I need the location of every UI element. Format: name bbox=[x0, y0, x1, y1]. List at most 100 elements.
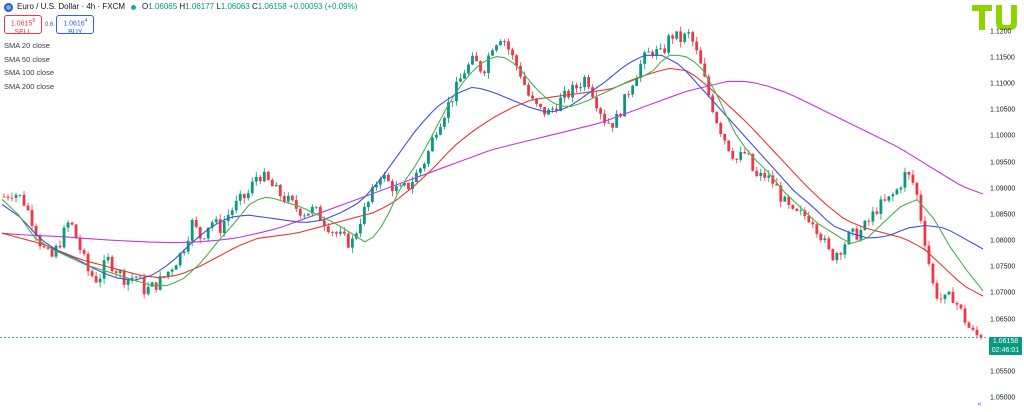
candle-body bbox=[855, 228, 859, 240]
candle-body bbox=[603, 113, 607, 123]
candle-body bbox=[571, 84, 574, 98]
candle-body bbox=[979, 335, 983, 338]
candle-body bbox=[350, 238, 354, 248]
candle-body bbox=[142, 277, 146, 295]
candle-body bbox=[891, 194, 895, 197]
candle-body bbox=[254, 176, 258, 182]
symbol-legend: Euro / U.S. Dollar · 4h · FXCM O1.06065 … bbox=[4, 2, 357, 12]
candle-body bbox=[923, 220, 927, 246]
candle-body bbox=[675, 31, 679, 39]
candle-body bbox=[174, 265, 178, 270]
buy-button[interactable]: 1.06164 BUY bbox=[56, 15, 95, 36]
candle-body bbox=[563, 90, 566, 98]
candle-body bbox=[875, 211, 879, 214]
candle-body bbox=[487, 55, 490, 74]
candle-body bbox=[382, 174, 386, 179]
candle-body bbox=[819, 233, 823, 241]
candle-body bbox=[727, 140, 731, 151]
sma-20-line bbox=[1, 54, 984, 292]
candle-body bbox=[242, 194, 246, 199]
candle-body bbox=[419, 168, 422, 173]
candle-body bbox=[471, 55, 474, 65]
candle-body bbox=[771, 175, 775, 184]
candle-body bbox=[42, 246, 46, 248]
candle-body bbox=[58, 245, 62, 248]
candle-body bbox=[218, 219, 222, 233]
indicator-sma-100[interactable]: SMA 100 close bbox=[4, 68, 55, 77]
candle-body bbox=[246, 193, 250, 199]
candle-body bbox=[194, 220, 198, 228]
candle-body bbox=[827, 238, 831, 250]
candle-body bbox=[22, 194, 26, 206]
candle-body bbox=[130, 277, 134, 281]
candle-body bbox=[927, 245, 931, 264]
trade-panel: 1.06158 SELL 0.6 1.06164 BUY bbox=[4, 15, 95, 36]
candle-body bbox=[807, 215, 811, 223]
candle-body bbox=[663, 48, 667, 53]
indicator-sma-50[interactable]: SMA 50 close bbox=[4, 54, 50, 64]
candle-body bbox=[435, 134, 438, 138]
candle-body bbox=[755, 170, 759, 177]
candle-body bbox=[178, 253, 182, 266]
candle-body bbox=[78, 238, 82, 251]
candle-body bbox=[543, 107, 546, 115]
candle-body bbox=[715, 112, 719, 124]
candle-body bbox=[695, 41, 699, 51]
candle-body bbox=[951, 291, 955, 303]
candle-body bbox=[779, 185, 783, 202]
candle-body bbox=[739, 151, 743, 160]
candle-body bbox=[86, 253, 90, 272]
price-axis[interactable]: 1.1200 1.11500 1.11000 1.10500 1.10000 1… bbox=[988, 0, 1024, 412]
candle-body bbox=[655, 48, 659, 56]
candle-body bbox=[110, 256, 114, 272]
sell-button[interactable]: 1.06158 SELL bbox=[4, 15, 42, 36]
eurusd-flag-icon bbox=[4, 2, 13, 12]
candle-body bbox=[250, 181, 254, 194]
candle-body bbox=[763, 172, 767, 178]
price-tick: 1.08000 bbox=[990, 237, 1016, 245]
candle-body bbox=[935, 283, 939, 299]
candle-body bbox=[234, 200, 238, 211]
candle-body bbox=[6, 196, 10, 198]
indicator-sma-20[interactable]: SMA 20 close bbox=[4, 41, 50, 50]
candle-body bbox=[270, 179, 274, 187]
close-value: 1.06158 bbox=[257, 2, 287, 11]
price-tick: 1.09000 bbox=[990, 185, 1016, 193]
candle-body bbox=[258, 176, 262, 182]
candle-body bbox=[326, 226, 330, 233]
candle-body bbox=[659, 48, 663, 50]
candle-body bbox=[867, 220, 871, 222]
indicator-sma-200[interactable]: SMA 200 close bbox=[4, 81, 55, 91]
market-open-status-icon bbox=[131, 4, 137, 10]
candle-body bbox=[290, 195, 294, 201]
candle-body bbox=[899, 187, 903, 190]
last-price-value: 1.06158 bbox=[992, 338, 1019, 345]
candle-body bbox=[46, 247, 50, 249]
candle-body bbox=[535, 98, 538, 104]
candle-body bbox=[515, 55, 518, 66]
last-price-label: 1.06158 02:46:01 bbox=[989, 337, 1022, 355]
candle-body bbox=[967, 322, 971, 328]
symbol-title[interactable]: Euro / U.S. Dollar · 4h · FXCM bbox=[17, 2, 126, 11]
candle-body bbox=[975, 329, 979, 336]
candle-body bbox=[118, 270, 122, 274]
candle-body bbox=[667, 35, 671, 53]
candle-body bbox=[358, 223, 362, 234]
candle-body bbox=[683, 33, 687, 42]
candle-body bbox=[342, 231, 346, 234]
candle-body bbox=[555, 108, 558, 111]
candle-body bbox=[90, 271, 94, 277]
candle-body bbox=[835, 253, 839, 261]
candle-body bbox=[687, 32, 691, 34]
go-to-realtime-icon[interactable]: « bbox=[977, 401, 982, 408]
candle-body bbox=[106, 256, 110, 261]
candle-body bbox=[691, 32, 695, 42]
candle-body bbox=[847, 231, 851, 245]
low-value: 1.06063 bbox=[220, 2, 250, 11]
candle-body bbox=[735, 158, 739, 160]
candle-body bbox=[206, 227, 210, 239]
candle-body bbox=[374, 184, 378, 188]
candle-body bbox=[427, 151, 430, 164]
candle-body bbox=[334, 232, 338, 234]
